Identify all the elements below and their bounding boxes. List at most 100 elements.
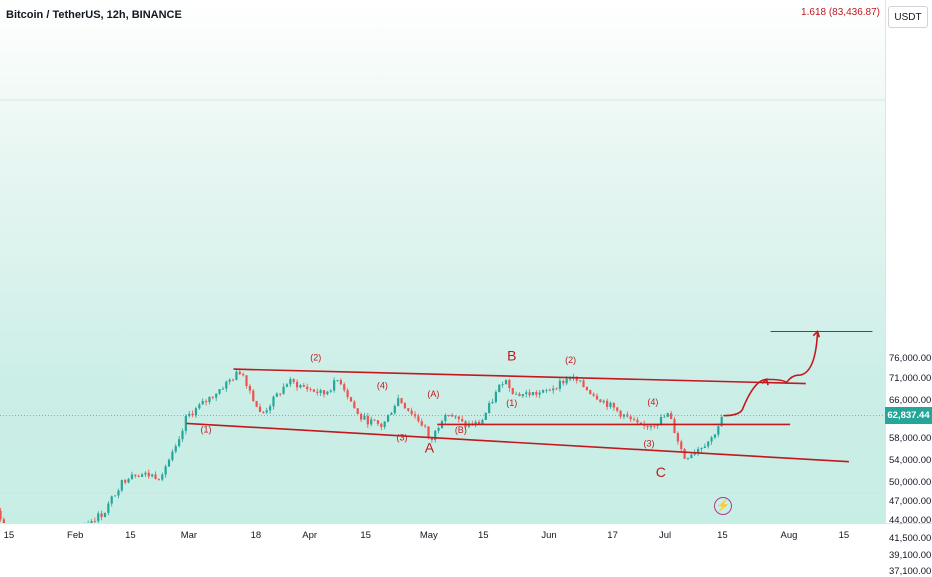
candle-body	[326, 391, 329, 395]
wave-label: (3)	[397, 432, 408, 442]
candle-body	[238, 371, 241, 375]
x-tick-label: Mar	[180, 530, 198, 541]
candle-body	[579, 380, 582, 382]
candle-body	[515, 393, 518, 395]
candle-body	[636, 419, 639, 423]
candle-body	[599, 399, 602, 403]
candle-body	[386, 414, 390, 422]
candle-body	[130, 474, 134, 480]
candle-body	[680, 441, 683, 450]
candle-body	[140, 474, 144, 477]
candle-body	[457, 416, 460, 420]
y-tick-label: 41,500.00	[889, 532, 932, 544]
candle-body	[269, 406, 272, 411]
candle-body	[292, 379, 295, 382]
candle-body	[316, 391, 319, 393]
chart-title: Bitcoin / TetherUS, 12h, BINANCE	[6, 9, 182, 21]
candle-body	[710, 437, 713, 442]
candle-body	[201, 400, 204, 405]
candle-body	[359, 414, 363, 420]
candle-body	[585, 387, 588, 391]
candle-body	[649, 425, 653, 428]
x-tick-label: Feb	[67, 530, 84, 541]
x-tick-label: Apr	[302, 530, 318, 541]
candle-body	[545, 389, 548, 391]
candle-body	[93, 521, 96, 522]
fib-label: 1.618 (83,436.87)	[801, 7, 880, 18]
candle-body	[501, 384, 504, 386]
x-tick-label: 17	[607, 530, 618, 541]
candle-body	[707, 441, 710, 447]
candle-body	[376, 420, 380, 424]
candle-body	[686, 458, 690, 459]
candle-body	[124, 480, 127, 483]
price-axis[interactable]	[885, 0, 932, 523]
candle-body	[147, 472, 150, 477]
candle-body	[211, 396, 214, 398]
candle-body	[178, 439, 181, 447]
candle-body	[538, 392, 541, 395]
wave-label: (4)	[647, 397, 658, 407]
candle-body	[113, 495, 117, 497]
candle-body	[562, 380, 565, 384]
candle-body	[245, 375, 248, 386]
candle-body	[117, 490, 120, 496]
candle-body	[144, 472, 147, 475]
candle-body	[285, 384, 289, 387]
last-price-badge: 62,837.44	[885, 407, 932, 425]
x-tick-label: 15	[838, 530, 850, 541]
currency-button[interactable]: USDT	[888, 6, 928, 28]
candle-body	[370, 419, 373, 425]
candle-body	[683, 449, 686, 459]
candle-body	[329, 390, 332, 392]
candle-body	[511, 387, 514, 394]
lower-channel-line	[186, 422, 849, 463]
candle-body	[595, 395, 599, 400]
candle-body	[134, 474, 137, 476]
candle-body	[659, 416, 663, 425]
candle-body	[626, 414, 629, 417]
candle-body	[592, 394, 595, 396]
candle-body	[171, 451, 174, 460]
candle-body	[575, 376, 578, 381]
candle-body	[622, 414, 626, 417]
x-tick-label: Aug	[780, 530, 798, 541]
candle-body	[531, 392, 535, 396]
candle-body	[339, 380, 342, 385]
candle-body	[242, 374, 245, 376]
time-axis[interactable]	[0, 523, 932, 551]
candle-body	[696, 449, 700, 453]
x-tick-label: 15	[3, 530, 15, 541]
candle-body	[174, 446, 177, 452]
candle-body	[589, 390, 592, 395]
candle-body	[447, 414, 450, 416]
candle-body	[518, 393, 521, 397]
candle-body	[670, 413, 673, 420]
candle-body	[525, 392, 528, 395]
lightning-icon[interactable]: ⚡	[714, 497, 732, 515]
candle-body	[349, 397, 353, 402]
candle-body	[548, 389, 551, 391]
candle-body	[484, 412, 487, 420]
plot-area[interactable]	[0, 0, 885, 523]
candle-body	[508, 379, 511, 388]
candle-body	[582, 380, 585, 388]
x-tick-label: 15	[717, 530, 728, 541]
wave-label: (1)	[201, 424, 212, 434]
y-tick-label: 50,000.00	[889, 477, 932, 489]
candle-body	[343, 384, 346, 391]
candle-body	[97, 513, 100, 522]
candle-body	[157, 479, 160, 480]
candle-body	[356, 408, 359, 415]
candle-body	[673, 419, 676, 433]
upper-channel-line	[233, 368, 806, 385]
candle-body	[565, 378, 568, 384]
candle-body	[646, 425, 649, 428]
wave-labels: (4)(1)(2)(3)(4)A(A)(B)(1)B(2)(3)(4)C	[201, 348, 666, 480]
candle-body	[491, 402, 494, 404]
breakout-arrowhead	[761, 377, 769, 386]
candle-body	[184, 416, 187, 431]
candle-body	[225, 381, 228, 389]
candle-body	[504, 379, 508, 385]
y-tick-label: 66,000.00	[889, 395, 932, 407]
